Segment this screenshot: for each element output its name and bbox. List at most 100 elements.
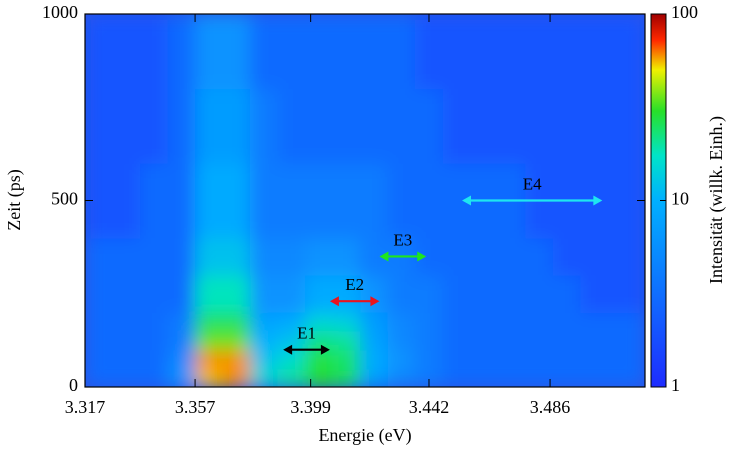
heat-cell	[167, 163, 196, 239]
heat-cell	[305, 88, 334, 164]
heat-cell	[607, 14, 645, 90]
y-tick-label: 1000	[42, 2, 78, 22]
heat-cell	[470, 237, 499, 276]
heat-cell	[497, 88, 526, 164]
heat-cell	[387, 275, 416, 313]
heat-cell	[277, 88, 306, 164]
heat-cell	[360, 368, 389, 387]
heat-cell	[222, 237, 251, 276]
heat-cell	[85, 331, 114, 351]
heat-cell	[415, 312, 444, 332]
heat-cell	[140, 237, 169, 276]
heat-cell	[195, 368, 224, 387]
x-tick-label: 3.317	[65, 397, 106, 417]
heat-cell	[442, 14, 471, 90]
heat-cell	[580, 14, 609, 90]
colorbar-tick-label: 100	[671, 2, 698, 22]
heat-cell	[332, 88, 361, 164]
heat-cell	[112, 368, 141, 387]
heat-cell	[85, 14, 114, 90]
heat-cell	[552, 331, 581, 351]
colorbar-tick-label: 10	[671, 189, 689, 209]
heat-cell	[415, 275, 444, 313]
heat-cell	[470, 88, 499, 164]
heat-cell	[277, 349, 306, 369]
heat-cell	[470, 349, 499, 369]
x-tick-label: 3.486	[530, 397, 571, 417]
heat-cell	[525, 331, 554, 351]
heat-cell	[195, 312, 224, 332]
arrow-head	[370, 296, 380, 307]
heat-cell	[250, 331, 279, 351]
arrow-head	[283, 344, 293, 355]
heat-cell	[305, 312, 334, 332]
heat-cell	[607, 237, 645, 276]
heat-cell	[195, 237, 224, 276]
heat-cell	[277, 368, 306, 387]
heat-cell	[167, 368, 196, 387]
heat-cell	[305, 368, 334, 387]
heat-cell	[140, 312, 169, 332]
heat-cell	[387, 163, 416, 239]
heat-cell	[552, 368, 581, 387]
heat-cell	[332, 14, 361, 90]
heat-cell	[167, 312, 196, 332]
heat-cell	[525, 88, 554, 164]
heat-cell	[580, 331, 609, 351]
heat-cell	[305, 163, 334, 239]
heat-cell	[250, 237, 279, 276]
heat-cell	[85, 312, 114, 332]
heat-cell	[250, 312, 279, 332]
heat-cell	[85, 88, 114, 164]
heat-cell	[277, 14, 306, 90]
heat-cell	[112, 163, 141, 239]
y-tick-label: 0	[69, 375, 78, 395]
heat-cell	[607, 88, 645, 164]
colorbar-tick-label: 1	[671, 375, 680, 395]
heat-cell	[195, 163, 224, 239]
y-axis-label: Zeit (ps)	[4, 169, 25, 230]
heat-cell	[250, 88, 279, 164]
heat-cell	[195, 275, 224, 313]
heat-cell	[222, 163, 251, 239]
x-tick-label: 3.399	[290, 397, 331, 417]
heat-cell	[332, 163, 361, 239]
heat-cell	[525, 368, 554, 387]
heat-cell	[167, 349, 196, 369]
heat-cell	[442, 368, 471, 387]
heat-cell	[167, 331, 196, 351]
heat-cell	[112, 275, 141, 313]
heat-cell	[332, 331, 361, 351]
heat-cell	[222, 275, 251, 313]
heat-cell	[332, 368, 361, 387]
heat-cell	[360, 331, 389, 351]
heat-cell	[222, 331, 251, 351]
heat-cell	[470, 312, 499, 332]
heat-cell	[442, 331, 471, 351]
heat-cell	[277, 312, 306, 332]
heat-cell	[552, 349, 581, 369]
heat-cell	[607, 368, 645, 387]
heat-cell	[607, 331, 645, 351]
heat-cell	[387, 14, 416, 90]
colorbar-label: Intensität (willk. Einh.)	[706, 116, 727, 284]
annotation-label: E4	[523, 174, 542, 193]
annotation-label: E3	[393, 230, 412, 249]
heat-cell	[250, 275, 279, 313]
heat-cell	[470, 14, 499, 90]
heat-cell	[415, 331, 444, 351]
heat-cell	[607, 349, 645, 369]
heat-cell	[277, 237, 306, 276]
heat-cell	[580, 237, 609, 276]
heat-cell	[360, 88, 389, 164]
heat-cell	[112, 14, 141, 90]
heat-cell	[332, 275, 361, 313]
heat-cell	[112, 331, 141, 351]
heat-cell	[525, 275, 554, 313]
heat-cell	[222, 368, 251, 387]
heat-cell	[442, 275, 471, 313]
arrow-head	[320, 344, 330, 355]
heat-cell	[580, 368, 609, 387]
heat-cell	[360, 163, 389, 239]
